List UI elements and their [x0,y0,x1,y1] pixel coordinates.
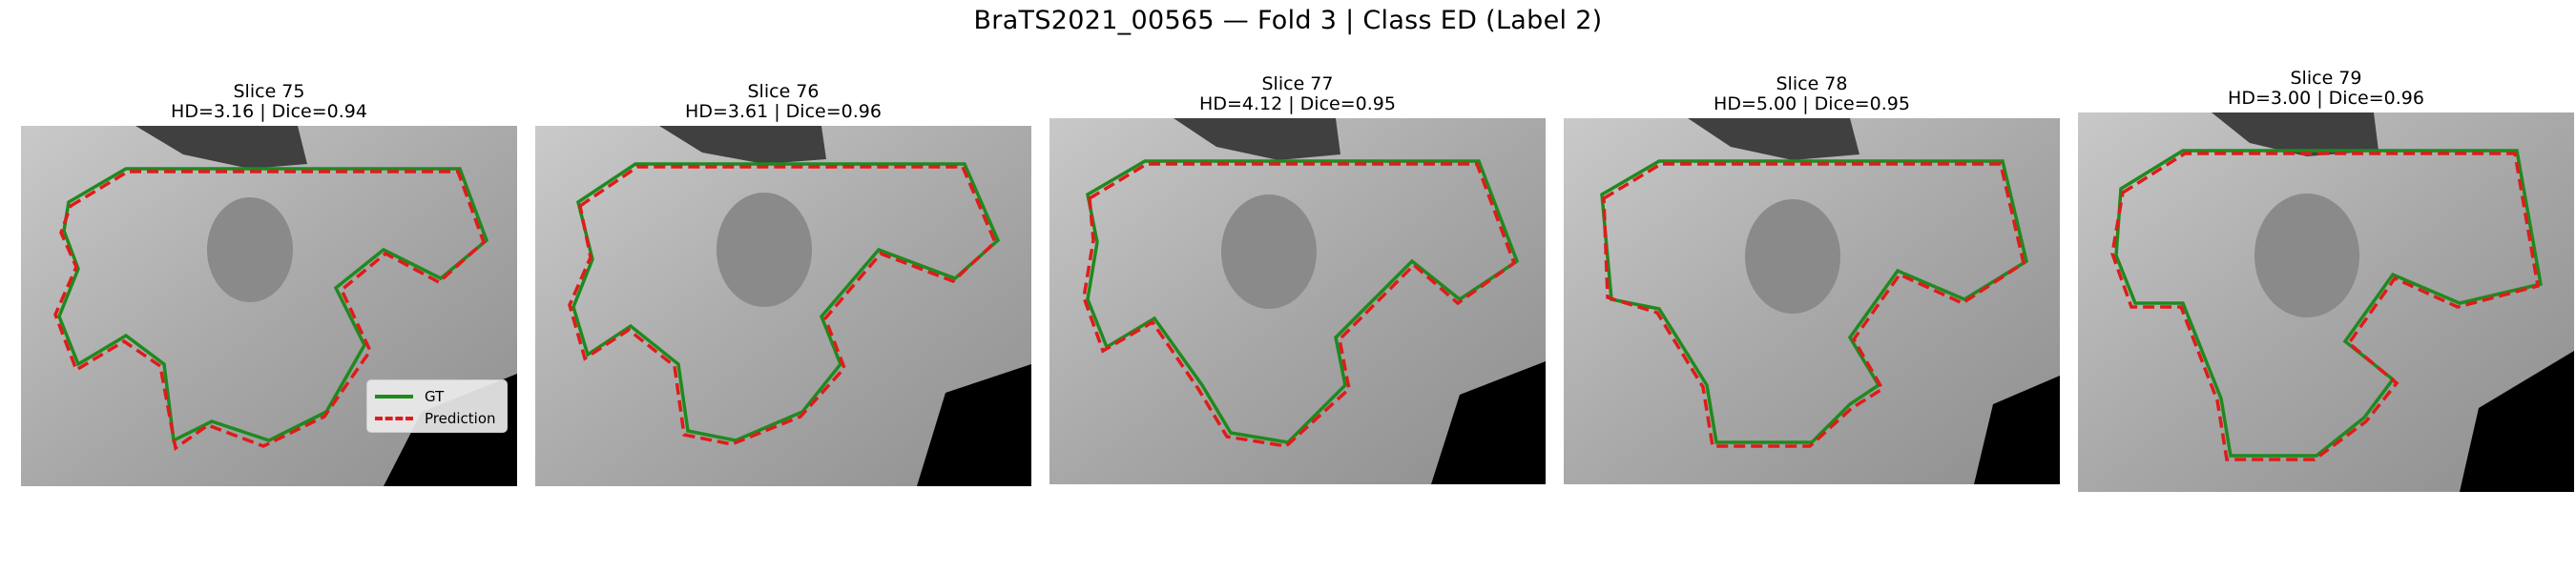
slice-panel-79: Slice 79 HD=3.00 | Dice=0.96 [2078,69,2574,492]
prediction-line-swatch [375,416,413,420]
background-region [917,364,1031,486]
dark-sulcus [135,126,307,169]
dark-sulcus [659,126,826,164]
ventricle [2254,194,2359,317]
metrics-label: HD=3.61 | Dice=0.96 [685,101,882,122]
ventricle [717,193,812,307]
gt-contour [2114,149,2544,458]
gt-contour [1086,159,1520,444]
legend-item-gt: GT [375,385,499,407]
dark-sulcus [1688,118,1859,160]
dark-sulcus [2212,112,2379,156]
slice-panel-75: Slice 75 HD=3.16 | Dice=0.94 GT Predicti… [21,82,517,486]
slice-label: Slice 76 [747,81,820,102]
dark-sulcus [1174,118,1340,160]
slice-label: Slice 78 [1776,73,1848,94]
prediction-contour [53,170,487,452]
mri-slice-image [2078,112,2574,492]
panel-title: Slice 79 HD=3.00 | Dice=0.96 [2078,69,2574,112]
gt-contour [571,162,1001,442]
mri-slice-image [1564,118,2060,484]
figure-title: BraTS2021_00565 — Fold 3 | Class ED (Lab… [973,6,1603,35]
metrics-label: HD=3.00 | Dice=0.96 [2228,88,2424,109]
prediction-contour [2110,152,2540,461]
panel-title: Slice 76 HD=3.61 | Dice=0.96 [535,82,1031,126]
mri-slice-image [1049,118,1546,484]
background-region [1431,361,1546,484]
slice-panel-76: Slice 76 HD=3.61 | Dice=0.96 [535,82,1031,486]
ventricle [1745,199,1840,314]
prediction-contour [568,165,998,446]
panel-title: Slice 77 HD=4.12 | Dice=0.95 [1049,74,1546,118]
panel-title: Slice 75 HD=3.16 | Dice=0.94 [21,82,517,126]
legend-item-prediction: Prediction [375,407,499,429]
ventricle [1221,194,1317,309]
prediction-contour [1082,162,1517,448]
prediction-contour [1602,162,2025,448]
background-region [1974,376,2060,484]
slice-label: Slice 77 [1261,73,1334,94]
slice-panel-78: Slice 78 HD=5.00 | Dice=0.95 [1564,74,2060,484]
gt-line-swatch [375,394,413,398]
legend: GT Prediction [366,379,508,433]
metrics-label: HD=4.12 | Dice=0.95 [1199,93,1396,114]
metrics-label: HD=5.00 | Dice=0.95 [1714,93,1910,114]
ventricle [207,197,293,302]
slice-label: Slice 79 [2290,68,2362,89]
slice-label: Slice 75 [233,81,305,102]
mri-slice-image [535,126,1031,486]
panel-title: Slice 78 HD=5.00 | Dice=0.95 [1564,74,2060,118]
legend-prediction-label: Prediction [425,409,496,427]
background-region [2460,351,2574,492]
metrics-label: HD=3.16 | Dice=0.94 [171,101,367,122]
gt-contour [57,167,489,443]
slice-panel-77: Slice 77 HD=4.12 | Dice=0.95 [1049,74,1546,484]
legend-gt-label: GT [425,387,445,405]
